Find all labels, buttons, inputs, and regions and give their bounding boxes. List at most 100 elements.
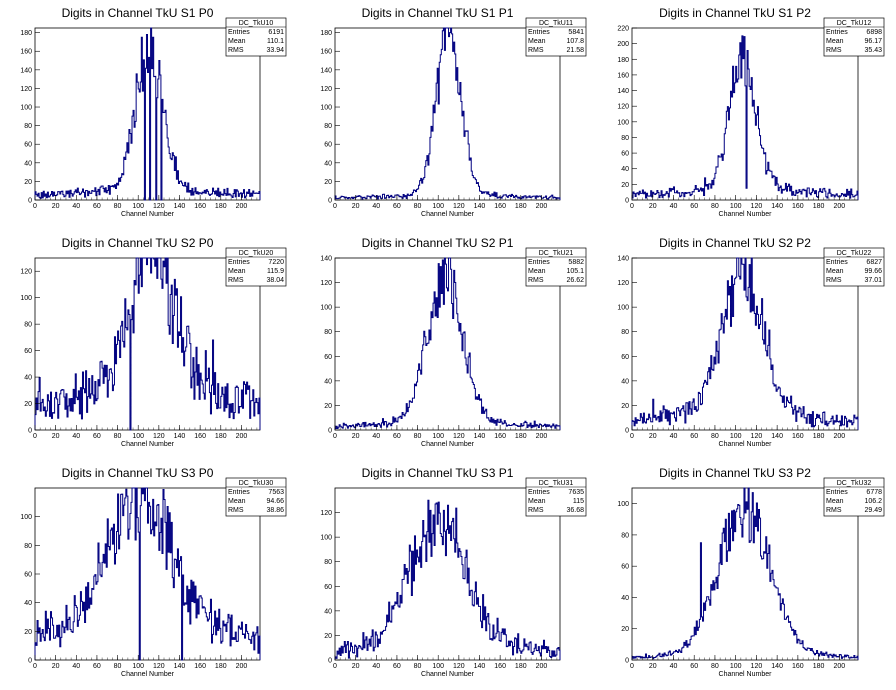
x-tick-label: 120 <box>453 203 465 210</box>
x-tick-label: 120 <box>453 433 465 440</box>
x-tick-label: 60 <box>690 663 698 670</box>
x-tick-label: 200 <box>536 433 548 440</box>
y-tick-label: 60 <box>621 354 629 361</box>
x-tick-label: 120 <box>751 663 763 670</box>
y-tick-label: 120 <box>617 280 629 287</box>
y-tick-label: 0 <box>625 658 629 665</box>
histogram-series <box>631 257 859 430</box>
x-tick-label: 40 <box>372 203 380 210</box>
stats-label: RMS <box>528 507 544 514</box>
stats-value: 105.1 <box>566 268 584 275</box>
x-axis-label: Channel Number <box>421 671 475 678</box>
x-tick-label: 80 <box>414 663 422 670</box>
x-tick-label: 140 <box>474 203 486 210</box>
y-tick-label: 80 <box>621 329 629 336</box>
y-tick-label: 80 <box>621 135 629 142</box>
x-axis-label: Channel Number <box>719 671 773 678</box>
x-axis-label: Channel Number <box>421 211 475 218</box>
stats-value: 6898 <box>866 29 882 36</box>
stats-label: Entries <box>528 259 550 266</box>
stats-label: RMS <box>826 507 842 514</box>
x-tick-label: 100 <box>432 663 444 670</box>
chart-title: Digits in Channel TkU S1 P0 <box>62 6 214 20</box>
stats-value: 7220 <box>268 259 284 266</box>
histogram-series <box>334 499 561 660</box>
y-tick-label: 40 <box>621 378 629 385</box>
x-tick-label: 40 <box>372 433 380 440</box>
stats-label: Mean <box>228 498 246 505</box>
histogram-series <box>334 27 561 200</box>
stats-value: 21.58 <box>566 47 584 54</box>
x-tick-label: 140 <box>771 663 783 670</box>
chart-title: Digits in Channel TkU S2 P2 <box>659 236 811 250</box>
stats-label: Entries <box>528 489 550 496</box>
y-tick-label: 100 <box>320 105 332 112</box>
x-tick-label: 20 <box>352 203 360 210</box>
x-axis-label: Channel Number <box>719 441 773 448</box>
y-tick-label: 20 <box>621 626 629 633</box>
y-tick-label: 140 <box>617 88 629 95</box>
x-tick-label: 140 <box>474 433 486 440</box>
x-tick-label: 120 <box>751 203 763 210</box>
stats-value: 33.94 <box>266 47 284 54</box>
y-tick-label: 80 <box>324 559 332 566</box>
x-tick-label: 100 <box>432 433 444 440</box>
x-tick-label: 140 <box>174 203 186 210</box>
stats-value: 110.1 <box>267 38 284 45</box>
y-tick-label: 220 <box>617 26 629 33</box>
stats-box-name: DC_TkU30 <box>239 480 274 487</box>
x-tick-label: 20 <box>649 203 657 210</box>
x-tick-label: 60 <box>393 433 401 440</box>
y-tick-label: 60 <box>324 354 332 361</box>
stats-label: Mean <box>826 38 844 45</box>
stats-value: 36.68 <box>566 507 584 514</box>
histogram-series <box>631 35 859 200</box>
y-tick-label: 0 <box>28 428 32 435</box>
y-tick-label: 140 <box>320 67 332 74</box>
stats-box <box>225 17 287 57</box>
stats-label: RMS <box>528 47 544 54</box>
stats-label: Entries <box>826 259 848 266</box>
x-tick-label: 80 <box>114 433 122 440</box>
x-tick-label: 100 <box>432 203 444 210</box>
stats-box <box>823 247 885 287</box>
x-tick-label: 100 <box>132 203 144 210</box>
stats-label: Mean <box>528 268 546 275</box>
y-tick-label: 80 <box>621 532 629 539</box>
stats-label: RMS <box>228 47 244 54</box>
stats-value: 26.62 <box>566 277 584 284</box>
x-tick-label: 80 <box>414 203 422 210</box>
y-tick-label: 120 <box>320 510 332 517</box>
stats-label: RMS <box>528 277 544 284</box>
stats-box <box>525 477 587 517</box>
x-tick-label: 0 <box>33 663 37 670</box>
y-tick-label: 180 <box>617 57 629 64</box>
x-tick-label: 180 <box>215 663 227 670</box>
x-tick-label: 100 <box>132 433 144 440</box>
y-tick-label: 20 <box>324 633 332 640</box>
histogram-panel: Digits in Channel TkU S2 P1 0 20 40 60 80 100 1… <box>320 236 587 448</box>
y-tick-label: 180 <box>320 30 332 37</box>
y-tick-label: 80 <box>24 543 32 550</box>
histogram-panel: Digits in Channel TkU S1 P1 0 20 40 60 80 100 1… <box>320 6 587 218</box>
x-tick-label: 120 <box>453 663 465 670</box>
y-tick-label: 120 <box>20 86 32 93</box>
stats-box-name: DC_TkU22 <box>837 250 872 257</box>
x-tick-label: 0 <box>33 433 37 440</box>
y-tick-label: 100 <box>20 514 32 521</box>
x-axis-label: Channel Number <box>121 441 175 448</box>
stats-label: Entries <box>228 259 250 266</box>
y-tick-label: 20 <box>621 182 629 189</box>
x-tick-label: 160 <box>194 433 206 440</box>
x-tick-label: 200 <box>236 203 248 210</box>
y-tick-label: 60 <box>324 142 332 149</box>
y-tick-label: 60 <box>24 142 32 149</box>
stats-label: Entries <box>826 29 848 36</box>
x-tick-label: 80 <box>114 663 122 670</box>
y-tick-label: 60 <box>24 348 32 355</box>
histogram-series <box>334 257 561 430</box>
x-tick-label: 100 <box>730 663 742 670</box>
stats-value: 38.86 <box>266 507 284 514</box>
stats-box <box>823 17 885 57</box>
y-tick-label: 0 <box>625 428 629 435</box>
